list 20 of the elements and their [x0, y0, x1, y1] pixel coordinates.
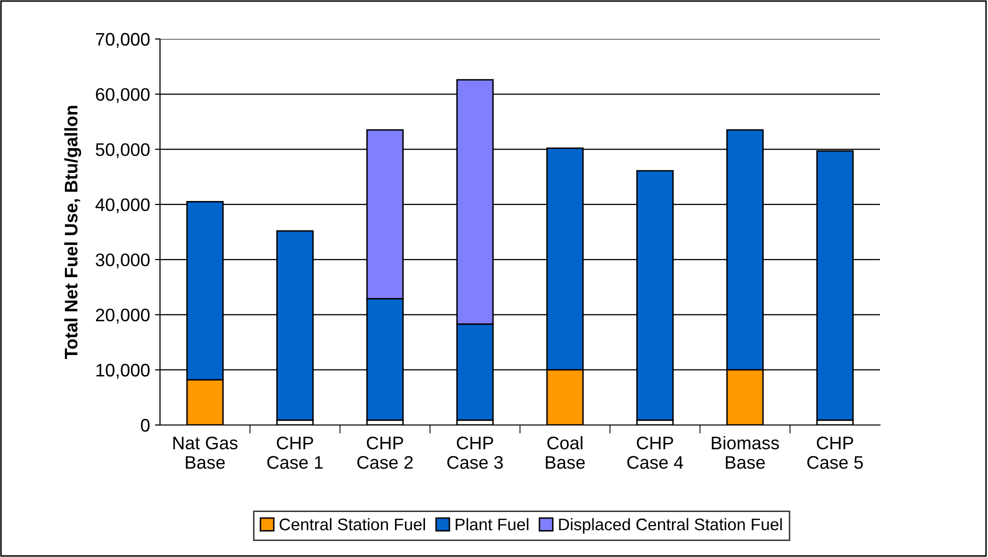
- y-tick-label: 60,000: [96, 88, 150, 103]
- y-tick-label: 40,000: [95, 198, 150, 214]
- legend-label: Plant Fuel: [456, 518, 528, 530]
- x-tick-label: Coal Base: [546, 436, 585, 469]
- y-tick-label: 70,000: [96, 32, 150, 48]
- y-tick-label: 0: [140, 418, 150, 432]
- y-tick-label: 20,000: [96, 308, 150, 324]
- y-tick-label: 50,000: [96, 143, 150, 158]
- y-tick-label: 10,000: [96, 364, 150, 379]
- x-tick-label: CHP Case 4: [627, 436, 684, 469]
- x-tick-label: CHP Case 2: [357, 436, 413, 469]
- y-tick-label: 30,000: [96, 254, 150, 268]
- legend-label: Displaced Central Station Fuel: [559, 518, 782, 534]
- legend-label: Central Station Fuel: [280, 518, 425, 530]
- x-tick-label: Nat Gas Base: [173, 436, 238, 469]
- x-tick-label: CHP Case 3: [447, 436, 503, 469]
- x-tick-label: CHP Case 5: [807, 436, 863, 469]
- y-axis-title: Total Net Fuel Use, Btu/gallon: [64, 106, 82, 360]
- x-tick-label: CHP Case 1: [267, 436, 323, 469]
- x-tick-label: Biomass Base: [712, 436, 779, 469]
